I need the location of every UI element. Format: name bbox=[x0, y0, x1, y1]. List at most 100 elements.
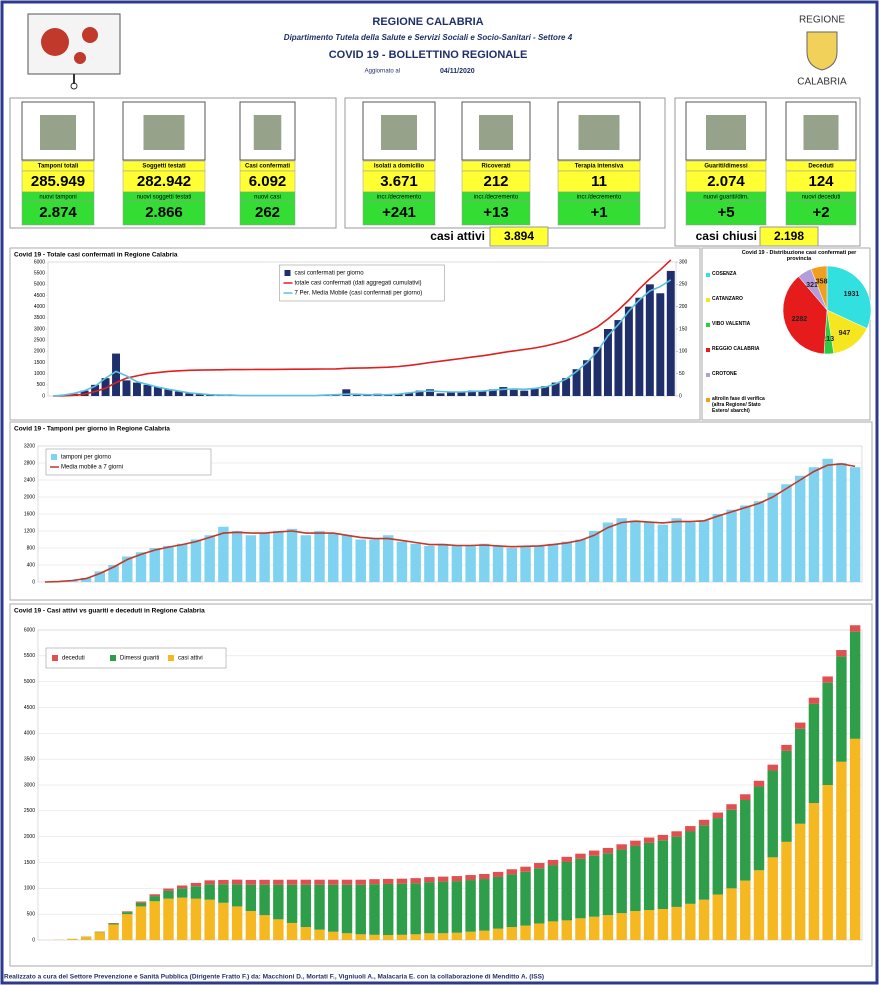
bar bbox=[575, 539, 586, 582]
bar bbox=[190, 882, 202, 887]
bar bbox=[588, 916, 600, 940]
bar bbox=[767, 857, 778, 940]
bar bbox=[231, 906, 243, 940]
bar bbox=[149, 901, 160, 940]
legend-label: altro/in fase di verifica (altra Regione… bbox=[712, 396, 765, 414]
bar bbox=[259, 533, 270, 582]
bar bbox=[794, 823, 806, 940]
bar bbox=[245, 879, 257, 885]
tile-value: 124 bbox=[808, 173, 834, 190]
bar bbox=[231, 531, 243, 582]
tile-value: 3.671 bbox=[380, 173, 418, 190]
bar bbox=[465, 880, 476, 932]
bar bbox=[204, 884, 215, 900]
virus bbox=[41, 28, 69, 56]
bar bbox=[300, 884, 312, 928]
bar bbox=[616, 518, 627, 582]
bar bbox=[593, 346, 602, 396]
bar bbox=[822, 458, 833, 582]
legend-label: REGGIO CALABRIA bbox=[712, 346, 760, 352]
bar bbox=[451, 932, 463, 940]
y2-tick-label: 50 bbox=[679, 371, 685, 377]
bar bbox=[451, 545, 463, 582]
y-tick-label: 2800 bbox=[24, 460, 35, 466]
bar bbox=[602, 522, 614, 582]
bar bbox=[273, 879, 284, 885]
bar bbox=[328, 533, 339, 582]
tile-value: 285.949 bbox=[31, 173, 85, 190]
bar bbox=[328, 931, 339, 940]
bar bbox=[575, 858, 586, 919]
tile-label: Casi confermati bbox=[245, 164, 290, 170]
logo-top: REGIONE bbox=[799, 15, 845, 26]
bar bbox=[204, 899, 215, 940]
tile-sub-value: +2 bbox=[812, 204, 829, 221]
bar bbox=[314, 879, 325, 885]
bar bbox=[685, 522, 696, 582]
bar bbox=[424, 545, 435, 582]
bar bbox=[405, 392, 414, 396]
tile-icon-shape bbox=[479, 115, 513, 150]
y-tick-label: 2000 bbox=[34, 349, 45, 355]
bar bbox=[614, 320, 623, 396]
y-tick-label: 400 bbox=[27, 562, 36, 568]
chart-title: Covid 19 - Totale casi confermati in Reg… bbox=[14, 252, 178, 259]
bar bbox=[698, 899, 710, 940]
bar bbox=[245, 535, 257, 582]
bar bbox=[657, 909, 669, 940]
tile-icon-shape bbox=[706, 115, 746, 150]
bar bbox=[164, 389, 173, 396]
bar bbox=[666, 270, 675, 396]
bar bbox=[446, 391, 455, 396]
legend-label: casi attivi bbox=[178, 656, 203, 662]
bar bbox=[808, 703, 820, 804]
bar bbox=[479, 543, 490, 582]
header-bulletin: COVID 19 - BOLLETTINO REGIONALE bbox=[329, 49, 528, 61]
bar bbox=[602, 915, 614, 940]
bar bbox=[657, 524, 669, 582]
bar bbox=[176, 897, 188, 940]
bar bbox=[534, 545, 545, 582]
y-tick-label: 4500 bbox=[24, 705, 35, 711]
bar bbox=[273, 884, 284, 920]
logo-bottom: CALABRIA bbox=[797, 77, 847, 88]
tile-sub-value: +5 bbox=[717, 204, 734, 221]
y-tick-label: 500 bbox=[27, 911, 36, 917]
legend-label: Media mobile a 7 giorni bbox=[61, 465, 123, 471]
bar bbox=[561, 920, 572, 940]
bar bbox=[671, 518, 682, 582]
bar bbox=[300, 535, 312, 582]
bar bbox=[616, 844, 627, 850]
chart-title: Covid 19 - Casi attivi vs guariti e dece… bbox=[14, 608, 205, 615]
bar bbox=[396, 541, 408, 582]
y-tick-label: 6000 bbox=[24, 627, 35, 633]
total-label: casi chiusi bbox=[696, 229, 757, 243]
tile-sub-label: incr./decremento bbox=[577, 195, 622, 201]
bar bbox=[685, 826, 696, 832]
legend-swatch bbox=[110, 655, 116, 661]
bar bbox=[355, 884, 366, 935]
bar bbox=[94, 571, 106, 582]
bar bbox=[822, 676, 833, 683]
bar bbox=[122, 556, 133, 582]
bar bbox=[808, 803, 820, 940]
bar bbox=[153, 387, 162, 396]
header-title: REGIONE CALABRIA bbox=[372, 16, 483, 28]
bar bbox=[671, 906, 682, 940]
y-tick-label: 1500 bbox=[24, 860, 35, 866]
pie-value-label: 947 bbox=[839, 330, 851, 337]
bar bbox=[740, 794, 751, 800]
bar bbox=[363, 395, 372, 396]
tile-sub-value: +241 bbox=[382, 204, 416, 221]
bar bbox=[132, 382, 141, 396]
tile-label: Ricoverati bbox=[481, 164, 510, 170]
bar bbox=[190, 886, 202, 899]
y-tick-label: 5000 bbox=[24, 679, 35, 685]
bar bbox=[551, 382, 560, 396]
bar bbox=[149, 894, 160, 897]
bar bbox=[101, 378, 110, 396]
bar bbox=[259, 879, 270, 885]
y-tick-label: 0 bbox=[32, 579, 35, 585]
pie-value-label: 1931 bbox=[844, 291, 860, 298]
